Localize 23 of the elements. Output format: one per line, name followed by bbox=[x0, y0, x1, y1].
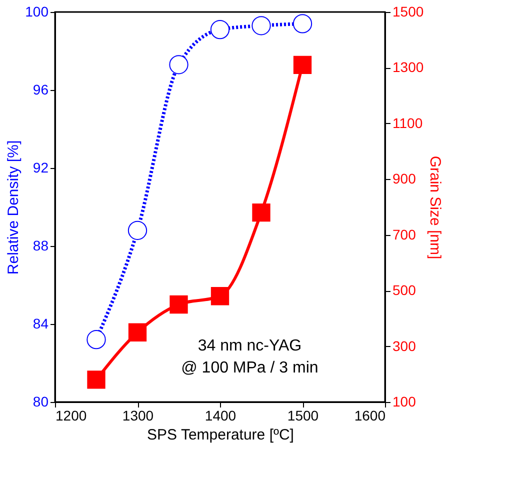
x-tick-label: 1500 bbox=[287, 408, 319, 424]
y-tick-label: 80 bbox=[32, 394, 49, 410]
y2-tick-label: 300 bbox=[392, 338, 416, 354]
y-axis-title: Relative Density [%] bbox=[5, 140, 22, 275]
y-tick-label: 96 bbox=[32, 82, 49, 98]
y2-axis-title: Grain Size [nm] bbox=[426, 156, 444, 260]
annotation: 34 nm nc-YAG @ 100 MPa / 3 min bbox=[181, 337, 318, 376]
y2-tick-label: 1500 bbox=[392, 4, 424, 20]
y-tick-label: 100 bbox=[25, 4, 49, 20]
y-tick-label: 84 bbox=[32, 316, 49, 332]
y-tick-label: 92 bbox=[32, 160, 49, 176]
x-tick-label: 1300 bbox=[122, 408, 154, 424]
y2-tick-label: 500 bbox=[392, 282, 416, 298]
x-tick-label: 1400 bbox=[204, 408, 236, 424]
y2-tick-label: 100 bbox=[392, 394, 416, 410]
y2-tick-label: 1300 bbox=[392, 59, 424, 76]
y2-tick-label: 700 bbox=[392, 226, 416, 242]
x-axis-title: SPS Temperature [ºC] bbox=[147, 426, 294, 444]
x-tick-label: 1600 bbox=[354, 408, 386, 424]
x-tick-label: 1200 bbox=[56, 408, 87, 424]
y2-tick-label: 900 bbox=[392, 170, 416, 187]
y-tick-label: 88 bbox=[32, 238, 49, 254]
y2-tick-label: 1100 bbox=[392, 114, 423, 131]
